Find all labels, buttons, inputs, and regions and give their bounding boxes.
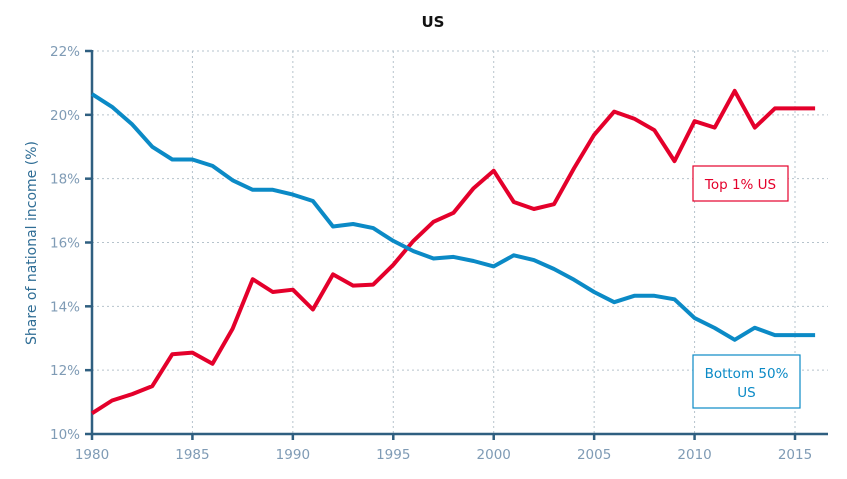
chart-title: US <box>422 13 445 31</box>
y-tick-label: 22% <box>50 44 80 60</box>
label-text: Top 1% US <box>704 177 776 193</box>
y-tick-label: 20% <box>50 108 80 124</box>
x-tick-label: 1990 <box>276 447 310 463</box>
x-tick-label: 2015 <box>778 447 812 463</box>
label-text-line: Bottom 50% <box>705 366 789 382</box>
y-tick-label: 14% <box>50 299 80 315</box>
y-tick-label: 12% <box>50 363 80 379</box>
y-axis-title: Share of national income (%) <box>24 141 40 345</box>
x-tick-label: 1980 <box>75 447 109 463</box>
series-label-bottom-50pct: Bottom 50% US <box>692 354 801 409</box>
x-tick-label: 2010 <box>677 447 711 463</box>
y-tick-label: 16% <box>50 236 80 252</box>
x-tick-label: 2005 <box>577 447 611 463</box>
series-label-top-1pct: Top 1% US <box>692 165 789 202</box>
series-line-bottom-50pct <box>90 92 816 342</box>
series-lines <box>90 88 816 415</box>
y-tick-label: 10% <box>50 427 80 443</box>
x-tick-label: 1995 <box>376 447 410 463</box>
series-labels: Top 1% US Bottom 50% US <box>692 165 801 409</box>
axes: 10% 12% 14% 16% 18% 20% 22% 1980 1985 1990 1995 200… <box>50 44 828 463</box>
x-tick-label: 1985 <box>175 447 209 463</box>
x-tick-label: 2000 <box>477 447 511 463</box>
series-line-top-1pct <box>90 88 816 415</box>
label-box <box>692 165 789 202</box>
label-text-line: US <box>737 385 755 401</box>
y-tick-label: 18% <box>50 172 80 188</box>
label-box <box>692 354 801 409</box>
